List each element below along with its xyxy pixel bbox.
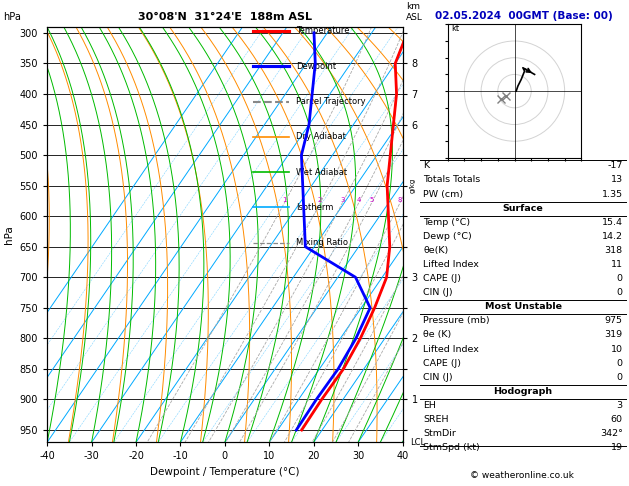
Text: Hodograph: Hodograph	[494, 387, 552, 396]
Text: CAPE (J): CAPE (J)	[423, 274, 461, 283]
Text: Temperature: Temperature	[296, 26, 350, 35]
Text: 0: 0	[616, 373, 623, 382]
Text: CAPE (J): CAPE (J)	[423, 359, 461, 368]
Text: StmSpd (kt): StmSpd (kt)	[423, 443, 480, 452]
Text: 11: 11	[611, 260, 623, 269]
Text: Isotherm: Isotherm	[296, 203, 333, 212]
Text: 1.35: 1.35	[601, 190, 623, 199]
Text: K: K	[423, 161, 430, 171]
Text: θe (K): θe (K)	[423, 330, 452, 340]
Text: CIN (J): CIN (J)	[423, 373, 453, 382]
Text: Most Unstable: Most Unstable	[484, 302, 562, 312]
Text: 3: 3	[340, 197, 345, 203]
Text: Dry Adiabat: Dry Adiabat	[296, 132, 346, 141]
Text: 14.2: 14.2	[602, 232, 623, 241]
Y-axis label: hPa: hPa	[4, 225, 14, 244]
Text: 20: 20	[455, 197, 464, 203]
Text: 0: 0	[616, 359, 623, 368]
Text: 3: 3	[616, 401, 623, 410]
Text: hPa: hPa	[3, 12, 21, 22]
Text: 342°: 342°	[600, 429, 623, 438]
Text: SREH: SREH	[423, 415, 449, 424]
Text: 318: 318	[604, 246, 623, 255]
Text: 0: 0	[616, 288, 623, 297]
Text: 13: 13	[611, 175, 623, 185]
Text: Mixing Ratio: Mixing Ratio	[296, 238, 348, 247]
Text: LCL: LCL	[409, 438, 425, 447]
Text: Wet Adiabat: Wet Adiabat	[296, 168, 347, 177]
Text: 5: 5	[369, 197, 374, 203]
Text: © weatheronline.co.uk: © weatheronline.co.uk	[470, 471, 574, 480]
Text: 15.4: 15.4	[602, 218, 623, 227]
Text: CIN (J): CIN (J)	[423, 288, 453, 297]
Text: Temp (°C): Temp (°C)	[423, 218, 470, 227]
Text: EH: EH	[423, 401, 436, 410]
Text: 975: 975	[604, 316, 623, 326]
Text: 30°08'N  31°24'E  188m ASL: 30°08'N 31°24'E 188m ASL	[138, 12, 312, 22]
Text: -17: -17	[608, 161, 623, 171]
Text: 0: 0	[616, 274, 623, 283]
X-axis label: Dewpoint / Temperature (°C): Dewpoint / Temperature (°C)	[150, 467, 299, 477]
Text: Parcel Trajectory: Parcel Trajectory	[296, 97, 365, 106]
Text: 2: 2	[318, 197, 322, 203]
Text: Lifted Index: Lifted Index	[423, 260, 479, 269]
Text: 4: 4	[357, 197, 361, 203]
Text: km
ASL: km ASL	[406, 2, 423, 22]
Text: 10: 10	[611, 345, 623, 354]
Text: 60: 60	[611, 415, 623, 424]
Text: 8: 8	[398, 197, 402, 203]
Text: θe(K): θe(K)	[423, 246, 448, 255]
Text: PW (cm): PW (cm)	[423, 190, 464, 199]
Text: kt: kt	[451, 24, 459, 33]
Text: Surface: Surface	[503, 204, 543, 213]
Text: 15: 15	[435, 197, 445, 203]
Text: Dewpoint: Dewpoint	[296, 62, 336, 70]
Text: Lifted Index: Lifted Index	[423, 345, 479, 354]
Text: 19: 19	[611, 443, 623, 452]
Text: 10: 10	[409, 197, 418, 203]
Text: StmDir: StmDir	[423, 429, 456, 438]
Text: Dewp (°C): Dewp (°C)	[423, 232, 472, 241]
Text: 319: 319	[604, 330, 623, 340]
Text: 1: 1	[282, 197, 287, 203]
Text: 25: 25	[470, 197, 479, 203]
Text: g/kg: g/kg	[409, 178, 416, 193]
Text: 02.05.2024  00GMT (Base: 00): 02.05.2024 00GMT (Base: 00)	[435, 11, 613, 21]
Text: Pressure (mb): Pressure (mb)	[423, 316, 490, 326]
Text: Totals Totals: Totals Totals	[423, 175, 481, 185]
